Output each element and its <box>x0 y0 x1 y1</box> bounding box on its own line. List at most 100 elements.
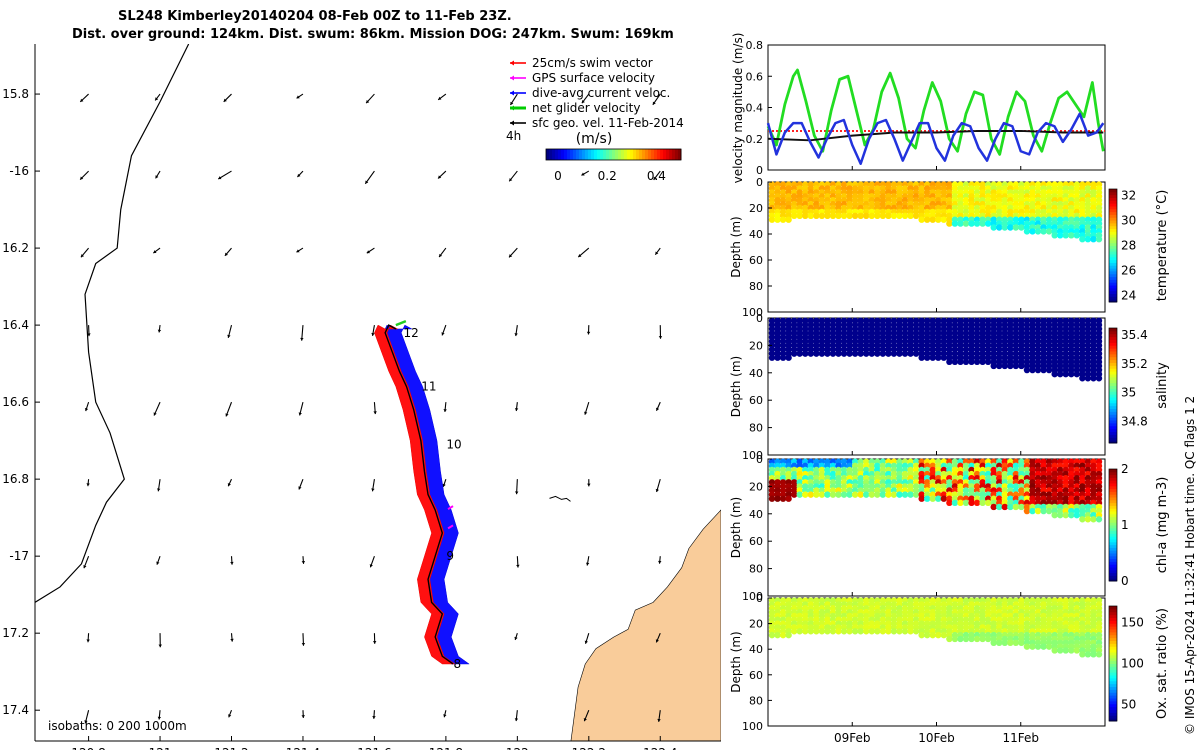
section-colorbar-segment <box>1109 572 1117 576</box>
section-sample <box>1068 511 1075 519</box>
geo-velocity-arrow <box>509 93 518 106</box>
section-sample <box>1057 511 1064 519</box>
arrow-head <box>87 333 91 337</box>
isobaths-label: isobaths: 0 200 1000m <box>48 719 187 733</box>
geo-velocity-arrow <box>437 93 447 101</box>
section-sample <box>896 628 903 635</box>
section-colorbar-tick-label: 2 <box>1121 462 1129 476</box>
section-sample <box>957 358 964 366</box>
section-sample <box>984 358 992 366</box>
arrow-head <box>443 714 447 718</box>
section-y-tick-label: 80 <box>749 563 763 576</box>
section-colorbar-segment <box>1109 477 1117 481</box>
arrow-head <box>655 639 659 643</box>
legend-label: net glider velocity <box>532 101 640 115</box>
section-sample <box>1068 647 1075 654</box>
colorbar-tick-label: 0.2 <box>598 169 617 183</box>
section-sample <box>874 350 881 357</box>
section-colorbar-segment <box>1109 262 1117 266</box>
section-colorbar-segment <box>1109 228 1117 232</box>
section-sample <box>1001 503 1008 511</box>
geo-velocity-arrow <box>296 93 304 99</box>
section-colorbar-segment <box>1109 194 1117 198</box>
section-colorbar-segment <box>1109 440 1117 444</box>
section-colorbar-segment <box>1109 483 1117 487</box>
colorbar-segment <box>576 149 580 160</box>
arrow-head <box>297 173 301 177</box>
section-sample <box>818 350 826 357</box>
section-sample <box>1073 370 1081 378</box>
section-colorbar-segment <box>1109 666 1117 670</box>
section-sample <box>1095 516 1103 523</box>
map-y-tick-label: 15.8 <box>2 87 29 101</box>
section-sample <box>1062 647 1069 654</box>
section-sample <box>1045 507 1053 515</box>
section-sample <box>768 354 776 361</box>
section-colorbar-segment <box>1109 614 1117 618</box>
section-sample <box>973 358 981 366</box>
section-sample <box>1029 507 1036 515</box>
colorbar-segment <box>651 149 655 160</box>
arrow-head <box>373 411 377 415</box>
track-day-label: 12 <box>403 326 418 340</box>
section-y-tick-label: 20 <box>749 480 763 493</box>
legend-swatch-head <box>510 105 514 111</box>
colorbar-segment <box>678 149 682 160</box>
section-sample <box>935 495 942 502</box>
section-colorbar-tick-label: 30 <box>1121 213 1136 227</box>
section-colorbar-segment <box>1109 575 1117 579</box>
arrow-head <box>372 716 376 719</box>
section-colorbar-segment <box>1109 270 1117 275</box>
velocity-y-tick-label: 0.8 <box>746 39 764 52</box>
section-sample <box>863 628 870 635</box>
section-colorbar-segment <box>1109 276 1117 280</box>
velocity-y-axis-label: velocity magnitude (m/s) <box>731 33 745 184</box>
section-sample <box>879 628 887 635</box>
section-sample <box>824 212 831 219</box>
section-sample <box>802 491 809 498</box>
map-content: 12 11 10 9 8 <box>35 44 721 741</box>
arrow-head <box>84 407 89 412</box>
section-y-tick-label: 40 <box>749 367 763 380</box>
geo-velocity-arrow <box>228 709 233 718</box>
section-sample <box>940 495 948 502</box>
section-sample <box>1090 651 1097 658</box>
section-colorbar-segment <box>1109 417 1117 421</box>
section-colorbar-segment <box>1109 617 1117 621</box>
geo-velocity-arrow <box>373 402 377 415</box>
geo-velocity-arrow <box>153 247 161 254</box>
section-sample <box>1079 375 1086 382</box>
section-sample <box>785 216 792 223</box>
arrow-head <box>218 176 222 180</box>
section-colorbar-segment <box>1109 248 1117 252</box>
section-colorbar-segment <box>1109 394 1117 398</box>
geo-velocity-arrow <box>514 710 519 722</box>
velocity-y-tick-label: 0.6 <box>746 70 764 83</box>
map-x-tick-label: 122.4 <box>643 746 677 750</box>
geo-velocity-arrow <box>366 247 375 254</box>
section-colorbar-segment <box>1109 480 1117 484</box>
section-colorbar-segment <box>1109 285 1117 289</box>
arrow-head <box>153 412 157 416</box>
section-sample <box>918 354 925 361</box>
arrow-head <box>227 334 231 338</box>
legend-label: dive-avg current veloc. <box>532 86 670 100</box>
arrow-head <box>514 408 519 412</box>
arrow-head <box>581 172 585 176</box>
section-sample <box>846 628 853 635</box>
glider-track-line <box>384 324 454 665</box>
section-colorbar-segment <box>1109 259 1117 263</box>
geo-velocity-arrow <box>154 93 161 101</box>
section-sample <box>1007 362 1014 370</box>
section-sample <box>1023 507 1031 515</box>
section-sample <box>935 216 942 223</box>
section-colorbar-segment <box>1109 654 1117 659</box>
section-sample <box>951 499 959 507</box>
colorbar-segment <box>636 149 640 160</box>
section-y-tick-label: 100 <box>742 720 763 733</box>
geo-velocity-arrow <box>577 247 590 258</box>
section-colorbar-segment <box>1109 203 1117 207</box>
colorbar-segment <box>549 149 553 160</box>
section-colorbar-tick-label: 26 <box>1121 264 1136 278</box>
